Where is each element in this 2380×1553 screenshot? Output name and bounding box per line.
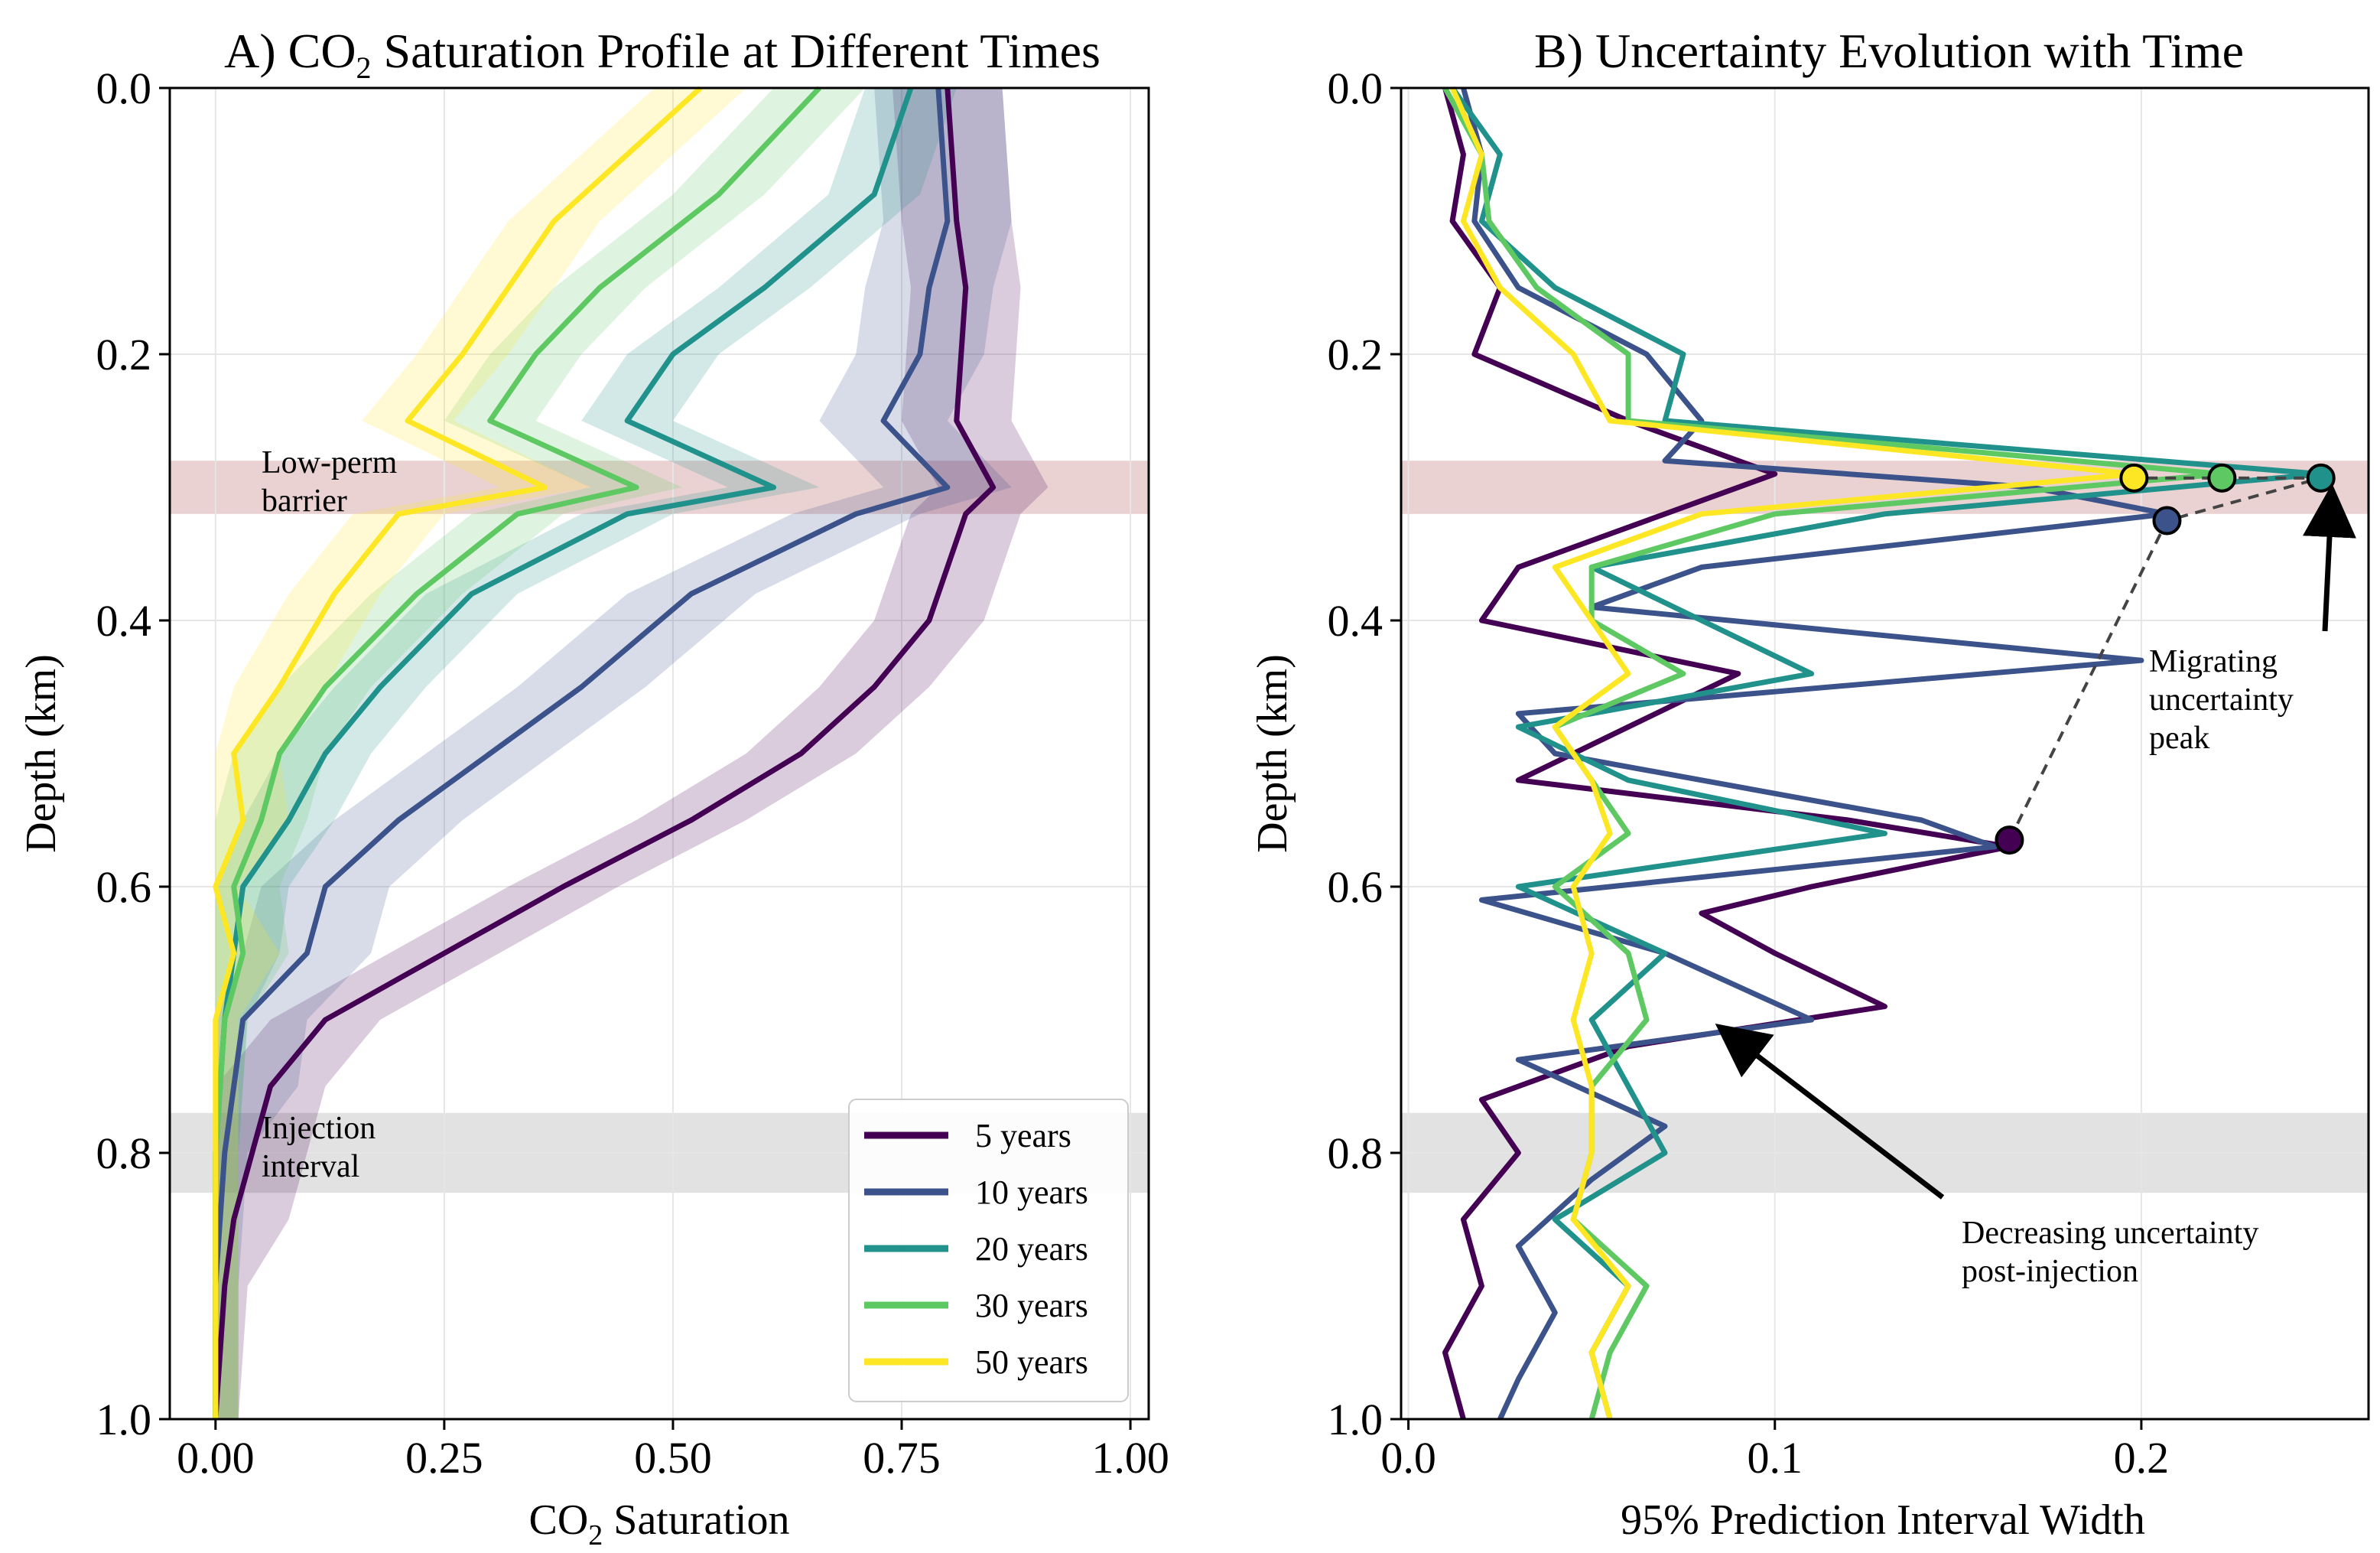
legend-frame	[848, 1099, 1129, 1402]
peak-marker-50-years	[2119, 463, 2149, 493]
legend-label-50-years: 50 years	[975, 1343, 1088, 1381]
y-tick-label-1-0: 1.0	[96, 1395, 152, 1444]
decreasing-uncertainty-arrow	[1715, 1024, 1945, 1200]
x-tick-label-0-0: 0.0	[1380, 1433, 1436, 1483]
panel-b-ylabel: Depth (km)	[1249, 654, 1296, 853]
panel-b-title: B) Uncertainty Evolution with Time	[1534, 24, 2244, 78]
panel-b: B) Uncertainty Evolution with Time 0.0 0.…	[1249, 24, 2370, 1544]
line-10-years	[213, 87, 951, 1419]
uncertainty-band-5-years	[215, 88, 1049, 1419]
y-tick-label-0-0: 0.0	[96, 63, 152, 113]
uncertainty-band-10-years	[215, 88, 1012, 1419]
panel-a-series-lines	[213, 86, 997, 1420]
y-tick-label-0-2: 0.2	[1328, 330, 1383, 379]
x-tick-label-0-1: 0.1	[1748, 1433, 1803, 1483]
y-tick-label-0-8: 0.8	[96, 1128, 152, 1178]
legend: 5 years 10 years 20 years 30 years 50 ye…	[848, 1099, 1129, 1402]
peak-marker-10-years	[2152, 506, 2182, 536]
migrating-peak-arrow	[2303, 483, 2356, 632]
panel-a-y-ticks: 0.0 0.2 0.4 0.6 0.8 1.0	[96, 63, 170, 1444]
panel-a-xlabel: CO2 Saturation	[529, 1496, 790, 1551]
x-tick-label-0-00: 0.00	[177, 1433, 255, 1483]
x-tick-label-0-2: 0.2	[2114, 1433, 2170, 1483]
legend-label-10-years: 10 years	[975, 1174, 1088, 1211]
annotation-migrating-line2: uncertainty	[2149, 682, 2294, 718]
peak-marker-5-years	[1995, 825, 2024, 855]
panel-b-x-ticks: 0.0 0.1 0.2	[1380, 1419, 2169, 1483]
y-tick-label-1-0: 1.0	[1328, 1395, 1383, 1444]
y-tick-label-0-4: 0.4	[1328, 596, 1383, 646]
y-tick-label-0-6: 0.6	[1328, 862, 1383, 912]
panel-a-uncertainty-fills	[215, 88, 1049, 1419]
legend-label-30-years: 30 years	[975, 1287, 1088, 1324]
x-tick-label-0-75: 0.75	[863, 1433, 941, 1483]
band-label-low-perm-line2: barrier	[262, 483, 347, 519]
uncertainty-band-30-years	[215, 88, 866, 1419]
line-5-years	[1442, 87, 2012, 1420]
line-30-years	[213, 86, 821, 1419]
annotation-decreasing-line2: post-injection	[1962, 1254, 2138, 1289]
panel-a-title: A) CO2 Saturation Profile at Different T…	[224, 24, 1101, 85]
x-tick-label-0-25: 0.25	[405, 1433, 483, 1483]
y-tick-label-0-8: 0.8	[1328, 1128, 1383, 1178]
panel-b-y-ticks: 0.0 0.2 0.4 0.6 0.8 1.0	[1328, 63, 1401, 1444]
band-label-injection-line1: Injection	[262, 1111, 376, 1146]
band-label-low-perm-line1: Low-perm	[262, 445, 398, 480]
band-label-injection-line2: interval	[262, 1149, 359, 1184]
uncertainty-band-20-years	[215, 88, 957, 1419]
x-tick-label-0-50: 0.50	[634, 1433, 712, 1483]
annotation-migrating-line3: peak	[2149, 721, 2209, 756]
line-20-years	[1450, 86, 2324, 1420]
panel-a-frame	[168, 86, 1150, 1421]
panel-b-series-lines	[1442, 86, 2324, 1421]
panel-a: A) CO2 Saturation Profile at Different T…	[18, 24, 1169, 1551]
line-5-years	[213, 87, 997, 1420]
legend-label-5-years: 5 years	[975, 1117, 1071, 1154]
y-tick-label-0-2: 0.2	[96, 330, 152, 379]
y-tick-label-0-6: 0.6	[96, 862, 152, 912]
panel-a-ylabel: Depth (km)	[18, 654, 65, 853]
panel-a-x-ticks: 0.00 0.25 0.50 0.75 1.00	[177, 1419, 1169, 1483]
y-tick-label-0-0: 0.0	[1328, 63, 1383, 113]
panel-b-frame	[1400, 86, 2370, 1421]
annotation-migrating-line1: Migrating	[2149, 644, 2278, 679]
x-tick-label-1-00: 1.00	[1091, 1433, 1169, 1483]
line-50-years	[1449, 86, 2137, 1420]
panel-b-xlabel: 95% Prediction Interval Width	[1621, 1496, 2145, 1544]
peak-marker-30-years	[2207, 463, 2237, 493]
legend-label-20-years: 20 years	[975, 1230, 1088, 1268]
annotation-decreasing-line1: Decreasing uncertainty	[1962, 1216, 2258, 1251]
uncertainty-band-50-years	[215, 88, 746, 1419]
peak-marker-20-years	[2306, 463, 2336, 493]
line-50-years	[213, 86, 703, 1419]
y-tick-label-0-4: 0.4	[96, 596, 152, 646]
